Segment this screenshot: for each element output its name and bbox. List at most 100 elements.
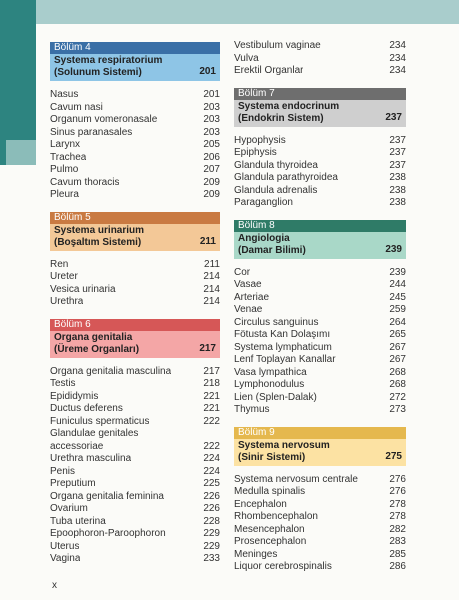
toc-entry[interactable]: Cavum nasi 203 (50, 102, 220, 115)
toc-entry[interactable]: Hypophysis 237 (234, 135, 406, 148)
toc-entry[interactable]: Circulus sanguinus 264 (234, 317, 406, 330)
toc-entry[interactable]: Vasa lympathica 268 (234, 367, 406, 380)
chapter-title-turkish: (Endokrin Sistem) (238, 112, 324, 124)
toc-entry[interactable]: Vesica urinaria 214 (50, 284, 220, 297)
toc-entry[interactable]: Preputium 225 (50, 478, 220, 491)
chapter-heading[interactable]: Bölüm 7 Systema endocrinum (Endokrin Siste… (234, 87, 406, 127)
toc-entry[interactable]: Glandula thyroidea 237 (234, 160, 406, 173)
toc-entry-title: Ovarium (50, 503, 88, 514)
toc-entry-title: Vestibulum vaginae (234, 40, 321, 51)
chapter-page-number: 239 (385, 243, 402, 255)
toc-entry[interactable]: Tuba uterina 228 (50, 516, 220, 529)
toc-entry[interactable]: Systema nervosum centrale 276 (234, 474, 406, 487)
toc-entry[interactable]: Epoophoron-Paroophoron 229 (50, 528, 220, 541)
toc-entry-title: Systema lymphaticum (234, 341, 332, 353)
toc-entry[interactable]: Ureter 214 (50, 271, 220, 284)
toc-entry[interactable]: Funiculus spermaticus 222 (50, 416, 220, 429)
toc-entry-page: 205 (203, 139, 220, 150)
chapter-label: Bölüm 5 (50, 211, 220, 224)
toc-entry[interactable]: Urethra 214 (50, 296, 220, 309)
toc-entry[interactable]: Ovarium 226 (50, 503, 220, 516)
toc-entry-title: Cavum nasi (50, 101, 103, 113)
toc-entry[interactable]: Lymphonodulus 268 (234, 379, 406, 392)
toc-entry-page: 203 (203, 114, 220, 125)
chapter-heading[interactable]: Bölüm 9 Systema nervosum (Sinir Sistemi) 27… (234, 426, 406, 466)
toc-entry-page: 209 (203, 189, 220, 200)
chapter-label: Bölüm 8 (234, 219, 406, 232)
toc-entry[interactable]: Organa genitalia masculina 217 (50, 366, 220, 379)
toc-entry-title: Ren (50, 258, 69, 270)
toc-entry[interactable]: Vagina 233 (50, 553, 220, 566)
toc-entry[interactable]: Glandula parathyroidea 238 (234, 172, 406, 185)
toc-entry[interactable]: Urethra masculina 224 (50, 453, 220, 466)
chapter-page-number: 201 (199, 66, 216, 77)
toc-entry[interactable]: Organa genitalia feminina 226 (50, 491, 220, 504)
toc-entry[interactable]: Vestibulum vaginae 234 (234, 40, 406, 53)
spacer (234, 466, 406, 474)
toc-column-right: Vestibulum vaginae 234 Vulva 234 Erektil Org… (234, 40, 406, 582)
toc-entry-title: Thymus (234, 404, 270, 415)
toc-entry[interactable]: Fötusta Kan Dolaşımı 265 (234, 329, 406, 342)
toc-entry-title: Larynx (50, 139, 81, 150)
chapter-heading[interactable]: Bölüm 8 Angiologia (Damar Bilimi) 239 (234, 219, 406, 259)
chapter-title-turkish: (Sinir Sistemi) (238, 451, 306, 463)
toc-entry[interactable]: Mesencephalon 282 (234, 524, 406, 537)
toc-entry[interactable]: Pulmo 207 (50, 164, 220, 177)
chapter-heading[interactable]: Bölüm 5 Systema urinarium (Boşaltım Sistem… (50, 211, 220, 251)
toc-entry[interactable]: Ductus deferens 221 (50, 403, 220, 416)
spacer (50, 358, 220, 366)
toc-entry[interactable]: Vulva 234 (234, 53, 406, 66)
toc-entry[interactable]: Cor 239 (234, 267, 406, 280)
toc-entry[interactable]: Prosencephalon 283 (234, 536, 406, 549)
toc-entry[interactable]: Glandulae genitales (50, 428, 220, 441)
toc-entry[interactable]: Lien (Splen-Dalak) 272 (234, 392, 406, 405)
toc-entry[interactable]: Larynx 205 (50, 139, 220, 152)
toc-entry[interactable]: Vasae 244 (234, 279, 406, 292)
toc-entry-title: Organa genitalia masculina (50, 365, 172, 377)
chapter-heading[interactable]: Bölüm 4 Systema respiratorium (Solunum Sis… (50, 42, 220, 81)
toc-entry[interactable]: Sinus paranasales 203 (50, 127, 220, 140)
chapter-heading[interactable]: Bölüm 6 Organa genitalia (Üreme Organları)… (50, 318, 220, 358)
toc-entry-title: Arteriae (234, 291, 270, 303)
toc-entry[interactable]: Nasus 201 (50, 89, 220, 102)
toc-entry[interactable]: Rhombencephalon 278 (234, 511, 406, 524)
toc-entry-page: 278 (389, 511, 406, 522)
toc-entry[interactable]: Epiphysis 237 (234, 147, 406, 160)
toc-entry-page: 239 (389, 266, 406, 278)
toc-entry[interactable]: Medulla spinalis 276 (234, 486, 406, 499)
toc-entry-title: Vulva (234, 52, 259, 64)
toc-entry-page: 268 (389, 366, 406, 378)
toc-entry[interactable]: Lenf Toplayan Kanallar 267 (234, 354, 406, 367)
spacer (50, 309, 220, 317)
toc-entry[interactable]: Epididymis 221 (50, 391, 220, 404)
toc-entry[interactable]: Pleura 209 (50, 189, 220, 202)
toc-entry-page: 233 (203, 553, 220, 564)
chapter-title-latin: Systema nervosum (238, 439, 330, 451)
toc-entry[interactable]: Venae 259 (234, 304, 406, 317)
toc-entry[interactable]: Liquor cerebrospinalis 286 (234, 561, 406, 574)
spacer (50, 251, 220, 259)
toc-entry[interactable]: Testis 218 (50, 378, 220, 391)
toc-entry[interactable]: Arteriae 245 (234, 292, 406, 305)
toc-entry[interactable]: Organum vomeronasale 203 (50, 114, 220, 127)
toc-entry-page: 229 (203, 528, 220, 539)
chapter-title-latin: Systema respiratorium (54, 55, 163, 66)
top-color-band (0, 0, 459, 24)
toc-entry[interactable]: Penis 224 (50, 466, 220, 479)
toc-entry[interactable]: Ren 211 (50, 259, 220, 272)
toc-entry[interactable]: Meninges 285 (234, 549, 406, 562)
toc-entry[interactable]: Systema lymphaticum 267 (234, 342, 406, 355)
toc-entry[interactable]: Erektil Organlar 234 (234, 65, 406, 78)
toc-entry[interactable]: Cavum thoracis 209 (50, 177, 220, 190)
toc-entry[interactable]: Thymus 273 (234, 404, 406, 417)
toc-entry[interactable]: Paraganglion 238 (234, 197, 406, 210)
toc-entry[interactable]: Trachea 206 (50, 152, 220, 165)
spacer (50, 566, 220, 574)
toc-entry-page: 234 (389, 52, 406, 64)
toc-entry[interactable]: accessoriae 222 (50, 441, 220, 454)
toc-entry[interactable]: Encephalon 278 (234, 499, 406, 512)
toc-entry[interactable]: Uterus 229 (50, 541, 220, 554)
toc-entry-title: Penis (50, 465, 76, 477)
toc-entry[interactable]: Glandula adrenalis 238 (234, 185, 406, 198)
toc-entry-title: Urethra (50, 296, 84, 307)
